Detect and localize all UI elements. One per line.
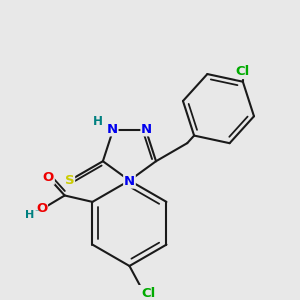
Text: N: N — [141, 123, 152, 136]
Text: Cl: Cl — [236, 65, 250, 78]
Text: O: O — [36, 202, 47, 215]
Text: H: H — [93, 115, 103, 128]
Text: O: O — [43, 171, 54, 184]
Text: ⁻: ⁻ — [35, 208, 40, 217]
Text: N: N — [124, 175, 135, 188]
Text: H: H — [25, 210, 34, 220]
Text: Cl: Cl — [141, 287, 156, 300]
Text: N: N — [107, 123, 118, 136]
Text: S: S — [65, 174, 74, 187]
